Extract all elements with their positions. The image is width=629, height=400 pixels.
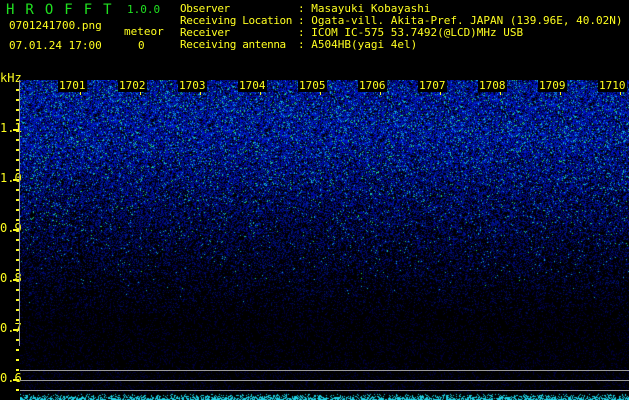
- y-tick: [16, 369, 19, 371]
- y-tick: [16, 209, 19, 211]
- info-label: Observer: [180, 2, 230, 15]
- minute-mark: [80, 92, 81, 95]
- meteor-label: meteor: [124, 25, 164, 38]
- file-name: 0701241700.png: [9, 19, 102, 32]
- y-tick: [16, 139, 19, 141]
- y-tick: [16, 159, 19, 161]
- y-tick: [16, 309, 19, 311]
- info-label: Receiving antenna: [180, 38, 286, 51]
- minute-mark: [380, 92, 381, 95]
- app-title: HROFFT: [6, 2, 123, 18]
- y-tick: [13, 329, 19, 331]
- y-tick-label: 1.1: [0, 121, 22, 135]
- y-tick: [16, 319, 19, 321]
- y-tick: [13, 179, 19, 181]
- info-value: : Masayuki Kobayashi: [298, 2, 431, 15]
- reference-line: [20, 380, 629, 381]
- info-label: Receiving Location: [180, 14, 293, 27]
- y-tick: [16, 119, 19, 121]
- time-label: 1708: [478, 79, 507, 92]
- y-tick: [16, 169, 19, 171]
- unit-label: kHz: [0, 71, 22, 85]
- spectrogram: [20, 80, 629, 400]
- time-label: 1702: [118, 79, 147, 92]
- info-value: : A504HB(yagi 4el): [298, 38, 418, 51]
- y-tick: [16, 149, 19, 151]
- minute-mark: [440, 92, 441, 95]
- time-label: 1705: [298, 79, 327, 92]
- file-datetime: 07.01.24 17:00: [9, 39, 102, 52]
- y-tick-label: 0.8: [0, 271, 22, 285]
- y-tick: [16, 89, 19, 91]
- time-label: 1701: [58, 79, 87, 92]
- y-tick: [16, 109, 19, 111]
- reference-line: [20, 390, 629, 391]
- minute-mark: [560, 92, 561, 95]
- y-tick: [16, 339, 19, 341]
- minute-mark: [140, 92, 141, 95]
- y-tick: [16, 259, 19, 261]
- y-tick: [16, 269, 19, 271]
- minute-mark: [320, 92, 321, 95]
- y-tick-label: 0.7: [0, 321, 22, 335]
- y-tick: [16, 389, 19, 391]
- meteor-count: 0: [138, 39, 145, 52]
- time-label: 1709: [538, 79, 567, 92]
- y-tick: [16, 289, 19, 291]
- axis-line: [19, 80, 20, 346]
- y-tick: [16, 249, 19, 251]
- time-label: 1706: [358, 79, 387, 92]
- info-value: : Ogata-vill. Akita-Pref. JAPAN (139.96E…: [298, 14, 623, 27]
- y-tick: [16, 359, 19, 361]
- y-tick: [13, 379, 19, 381]
- y-tick: [16, 189, 19, 191]
- time-label: 1710: [598, 79, 627, 92]
- time-label: 1707: [418, 79, 447, 92]
- y-tick-label: 1.0: [0, 171, 22, 185]
- y-tick: [13, 229, 19, 231]
- y-tick-label: 0.9: [0, 221, 22, 235]
- y-tick: [16, 199, 19, 201]
- y-tick: [13, 129, 19, 131]
- minute-mark: [200, 92, 201, 95]
- y-tick: [16, 99, 19, 101]
- y-tick: [16, 349, 19, 351]
- y-tick: [16, 239, 19, 241]
- minute-mark: [620, 92, 621, 95]
- minute-mark: [260, 92, 261, 95]
- y-tick: [13, 279, 19, 281]
- minute-mark: [500, 92, 501, 95]
- app-version: 1.0.0: [127, 3, 161, 16]
- reference-line: [20, 370, 629, 371]
- y-tick: [16, 219, 19, 221]
- y-tick: [16, 299, 19, 301]
- time-label: 1703: [178, 79, 207, 92]
- info-value: : ICOM IC-575 53.7492(@LCD)MHz USB: [298, 26, 524, 39]
- time-label: 1704: [238, 79, 267, 92]
- info-label: Receiver: [180, 26, 230, 39]
- y-tick-label: 0.6: [0, 371, 22, 385]
